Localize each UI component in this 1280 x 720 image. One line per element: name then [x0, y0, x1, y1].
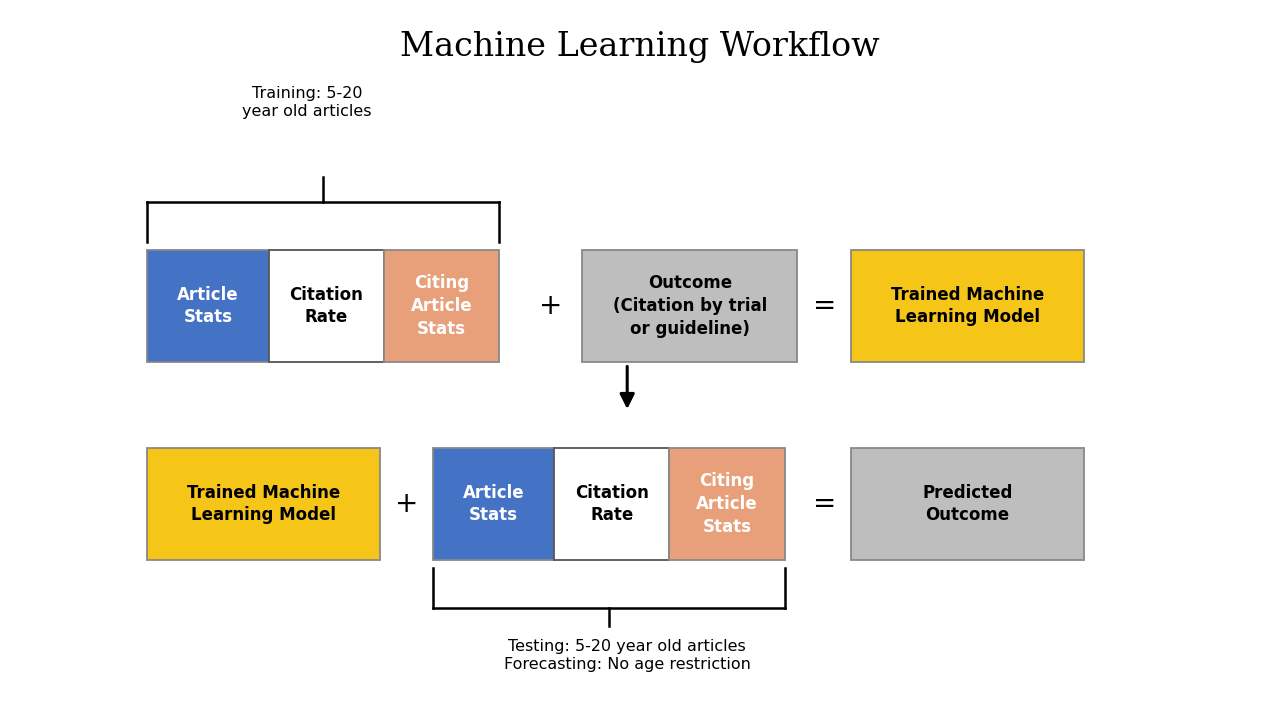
Text: +: +: [539, 292, 562, 320]
FancyBboxPatch shape: [147, 448, 380, 560]
Text: Machine Learning Workflow: Machine Learning Workflow: [401, 31, 879, 63]
FancyBboxPatch shape: [554, 448, 669, 560]
Text: Citing
Article
Stats: Citing Article Stats: [411, 274, 472, 338]
FancyBboxPatch shape: [851, 448, 1084, 560]
Text: Predicted
Outcome: Predicted Outcome: [923, 484, 1012, 524]
Text: Article
Stats: Article Stats: [462, 484, 525, 524]
Text: =: =: [813, 490, 836, 518]
FancyBboxPatch shape: [851, 251, 1084, 362]
Text: Citation
Rate: Citation Rate: [289, 286, 364, 326]
Text: Outcome
(Citation by trial
or guideline): Outcome (Citation by trial or guideline): [613, 274, 767, 338]
FancyBboxPatch shape: [582, 251, 797, 362]
Text: Trained Machine
Learning Model: Trained Machine Learning Model: [891, 286, 1044, 326]
Text: Training: 5-20
year old articles: Training: 5-20 year old articles: [242, 86, 372, 119]
Text: Citing
Article
Stats: Citing Article Stats: [696, 472, 758, 536]
FancyBboxPatch shape: [433, 448, 554, 560]
Text: Trained Machine
Learning Model: Trained Machine Learning Model: [187, 484, 340, 524]
FancyBboxPatch shape: [269, 251, 384, 362]
FancyBboxPatch shape: [147, 251, 269, 362]
Text: Testing: 5-20 year old articles
Forecasting: No age restriction: Testing: 5-20 year old articles Forecast…: [504, 639, 750, 672]
Text: =: =: [813, 292, 836, 320]
FancyBboxPatch shape: [669, 448, 785, 560]
Text: Citation
Rate: Citation Rate: [575, 484, 649, 524]
Text: Article
Stats: Article Stats: [177, 286, 239, 326]
Text: +: +: [396, 490, 419, 518]
FancyBboxPatch shape: [384, 251, 499, 362]
